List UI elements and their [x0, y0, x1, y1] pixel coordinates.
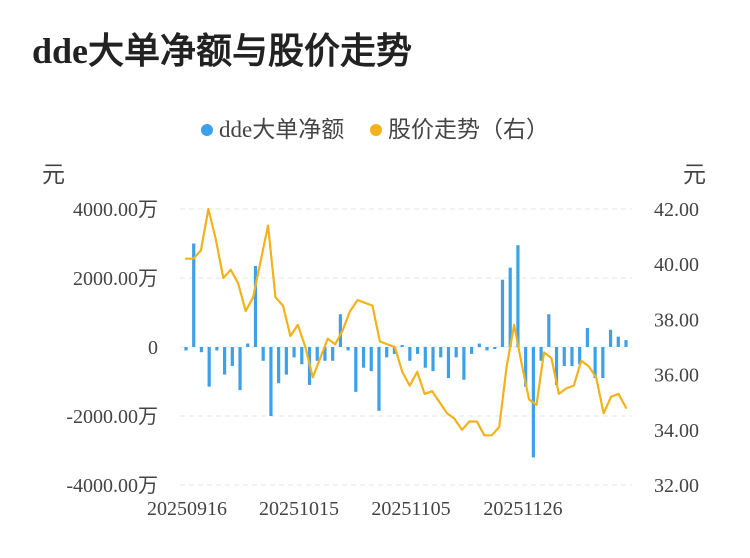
bar — [539, 347, 543, 361]
bar — [261, 347, 265, 361]
left-axis-ticks: 4000.00万 2000.00万 0 -2000.00万 -4000.00万 — [66, 199, 158, 497]
bar — [215, 347, 219, 351]
bar — [199, 347, 204, 353]
left-tick-label: 2000.00万 — [73, 268, 158, 290]
bar — [446, 347, 451, 379]
bar — [562, 347, 566, 366]
bar — [608, 329, 613, 347]
right-tick-label: 34.00 — [654, 420, 699, 442]
bar — [570, 347, 574, 366]
bar — [392, 347, 397, 354]
bar — [585, 328, 589, 347]
bar — [408, 347, 412, 361]
bar — [269, 347, 273, 416]
bar — [323, 347, 327, 361]
bar — [423, 347, 427, 368]
bar — [315, 347, 319, 361]
bar — [300, 347, 304, 365]
bar — [361, 347, 366, 368]
bar — [439, 347, 443, 358]
legend-line-marker — [369, 123, 382, 136]
left-tick-label: -4000.00万 — [66, 475, 158, 497]
bar — [454, 347, 458, 358]
bar — [524, 347, 528, 387]
bar — [485, 347, 489, 351]
chart-title: dde大单净额与股价走势 — [32, 31, 413, 71]
bar — [253, 265, 258, 347]
bar — [500, 279, 505, 347]
legend-item-bar[interactable]: dde大单净额 — [201, 110, 344, 144]
x-tick-label: 20251126 — [483, 498, 562, 520]
legend-line-label: 股价走势（右） — [387, 117, 549, 142]
bar — [223, 347, 227, 375]
bar — [578, 347, 582, 365]
bar — [593, 347, 597, 379]
right-tick-label: 32.00 — [654, 475, 699, 497]
bar — [377, 347, 381, 411]
right-tick-label: 42.00 — [654, 199, 699, 221]
legend-bar-marker — [201, 123, 214, 136]
x-tick-label: 20251105 — [371, 498, 450, 520]
bar — [246, 343, 250, 347]
line-series — [184, 207, 628, 437]
price-line — [184, 207, 628, 437]
bar — [493, 347, 497, 349]
bar — [554, 347, 559, 385]
right-axis-ticks: 42.00 40.00 38.00 36.00 34.00 32.00 — [654, 199, 699, 497]
right-tick-label: 40.00 — [654, 254, 699, 276]
bar — [462, 347, 466, 380]
bar — [238, 347, 242, 391]
bar — [369, 347, 373, 372]
bar — [184, 347, 188, 351]
left-axis-unit: 元 — [42, 162, 65, 187]
bar — [284, 347, 288, 375]
bar — [207, 347, 211, 387]
left-tick-label: 0 — [148, 337, 158, 359]
left-tick-label: 4000.00万 — [73, 199, 158, 221]
legend-bar-label: dde大单净额 — [219, 117, 345, 142]
bar — [415, 347, 420, 354]
bar — [616, 336, 620, 347]
bar — [230, 347, 234, 366]
x-axis-ticks: 20250916 20251015 20251105 20251126 — [147, 498, 563, 520]
bar — [508, 267, 512, 347]
bar — [400, 345, 404, 347]
bar — [477, 343, 481, 347]
right-axis-unit: 元 — [683, 162, 706, 187]
bar — [277, 347, 281, 384]
right-tick-label: 38.00 — [654, 309, 699, 331]
bar-series — [184, 243, 628, 458]
bar — [292, 347, 296, 358]
bar — [354, 347, 358, 392]
x-tick-label: 20250916 — [147, 498, 227, 520]
bar — [346, 347, 350, 351]
bar — [385, 347, 389, 358]
bar — [431, 347, 435, 372]
bar — [470, 347, 474, 354]
bar — [338, 314, 342, 347]
bar — [624, 340, 628, 347]
bar — [192, 243, 196, 347]
chart-legend: dde大单净额 股价走势（右） — [0, 110, 750, 144]
right-tick-label: 36.00 — [654, 365, 699, 387]
bar — [547, 314, 551, 347]
bar — [516, 245, 520, 347]
x-tick-label: 20251015 — [259, 498, 339, 520]
bar — [331, 347, 335, 361]
bar — [601, 347, 605, 379]
legend-item-line[interactable]: 股价走势（右） — [369, 110, 549, 144]
left-tick-label: -2000.00万 — [66, 406, 158, 428]
